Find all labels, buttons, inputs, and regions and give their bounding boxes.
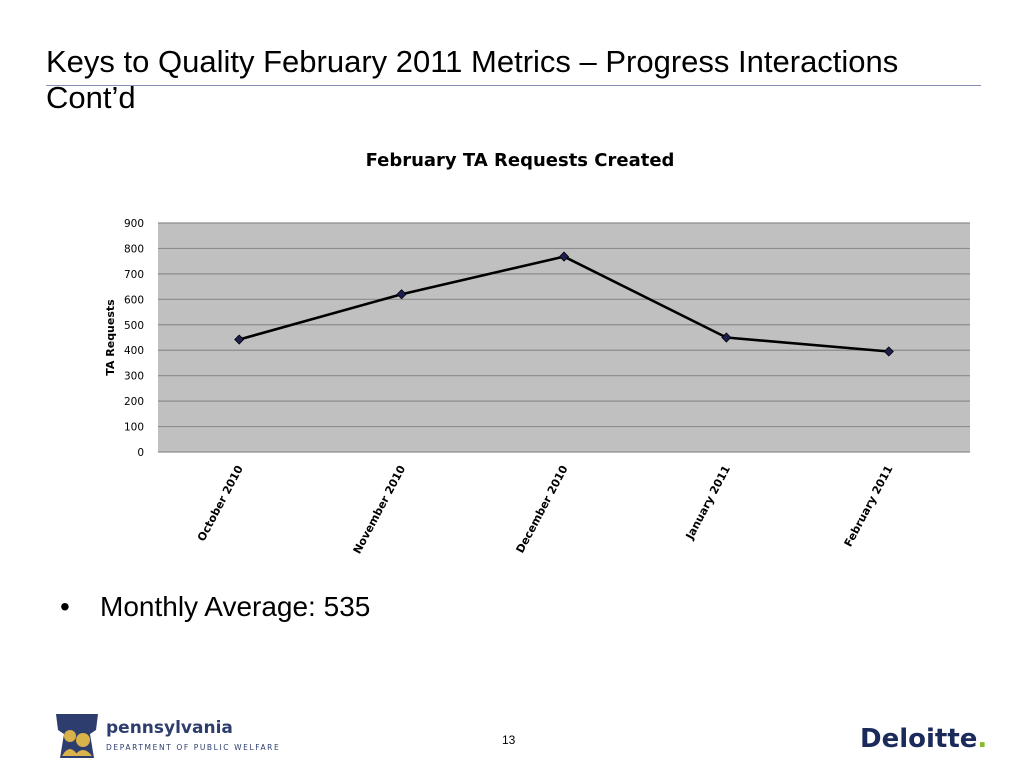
y-tick-label: 100 [124, 422, 144, 434]
bullet-text: Monthly Average: 535 [100, 591, 371, 622]
pa-logo-name: pennsylvania [106, 718, 233, 738]
bullet-marker: • [60, 591, 70, 622]
chart-title: February TA Requests Created [365, 150, 675, 171]
title-divider [46, 85, 981, 86]
pa-logo-department: DEPARTMENT OF PUBLIC WELFARE [106, 743, 281, 752]
y-tick-label: 800 [124, 243, 144, 255]
y-tick-label: 500 [124, 320, 144, 332]
bullet-item: • Monthly Average: 535 [60, 590, 370, 624]
y-axis-label: TA Requests [104, 299, 117, 376]
y-tick-label: 300 [124, 371, 144, 383]
y-tick-label: 700 [124, 269, 144, 281]
series-layer [234, 251, 894, 357]
data-point [883, 346, 894, 357]
deloitte-dot: . [977, 724, 988, 754]
deloitte-wordmark: Deloitte [860, 724, 978, 754]
slide-title: Keys to Quality February 2011 Metrics – … [46, 44, 899, 115]
bullet-list: • Monthly Average: 535 [60, 590, 370, 624]
y-tick-label: 400 [124, 345, 144, 357]
x-tick-label: February 2011 [842, 463, 896, 549]
keystone-logo [56, 714, 98, 758]
data-point [721, 332, 732, 343]
x-tick-label: November 2010 [351, 463, 409, 556]
x-tick-label: January 2011 [683, 463, 733, 542]
y-tick-label: 0 [137, 447, 144, 459]
y-tick-label: 900 [124, 218, 144, 230]
y-axis-ticks: 0 100 200 300 400 500 600 700 800 900 [124, 218, 144, 459]
gridlines [158, 222, 970, 453]
page-number: 13 [502, 733, 516, 747]
y-tick-label: 600 [124, 294, 144, 306]
y-tick-label: 200 [124, 396, 144, 408]
data-point [396, 289, 407, 300]
data-point [234, 334, 245, 345]
x-tick-label: October 2010 [195, 463, 246, 543]
line-chart: 0 100 200 300 400 500 600 700 800 900 TA Requests… [104, 218, 970, 556]
deloitte-logo: Deloitte. [860, 724, 987, 754]
x-axis-ticks: October 2010 November 2010 December 2010 Ja… [195, 463, 895, 556]
x-tick-label: December 2010 [514, 463, 571, 555]
data-point [558, 251, 570, 262]
